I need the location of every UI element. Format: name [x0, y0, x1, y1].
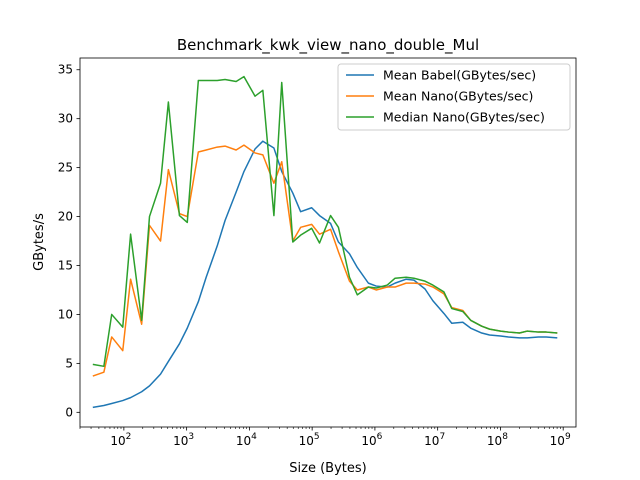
- legend: Mean Babel(GBytes/sec) Mean Nano(GBytes/s…: [337, 63, 571, 131]
- legend-box: [337, 63, 571, 131]
- legend-entry-3: Median Nano(GBytes/sec): [383, 110, 545, 125]
- y-tick-label: 25: [58, 161, 73, 175]
- y-tick-label: 20: [58, 210, 73, 224]
- y-tick-label: 0: [65, 405, 73, 419]
- y-tick-label: 5: [65, 356, 73, 370]
- legend-entry-2: Mean Nano(GBytes/sec): [383, 89, 533, 104]
- y-tick-label: 10: [58, 307, 73, 321]
- legend-entry-1: Mean Babel(GBytes/sec): [383, 68, 536, 83]
- y-tick-label: 30: [58, 112, 73, 126]
- series-line-1: [92, 140, 558, 409]
- x-axis-label: Size (Bytes): [289, 461, 366, 476]
- chart-title: Benchmark_kwk_view_nano_double_Mul: [177, 36, 479, 55]
- y-axis-label: GBytes/s: [32, 213, 47, 271]
- series-line-3: [92, 75, 558, 368]
- y-tick-label: 15: [58, 259, 73, 273]
- y-tick-label: 35: [58, 63, 73, 77]
- axes-frame: [79, 57, 577, 428]
